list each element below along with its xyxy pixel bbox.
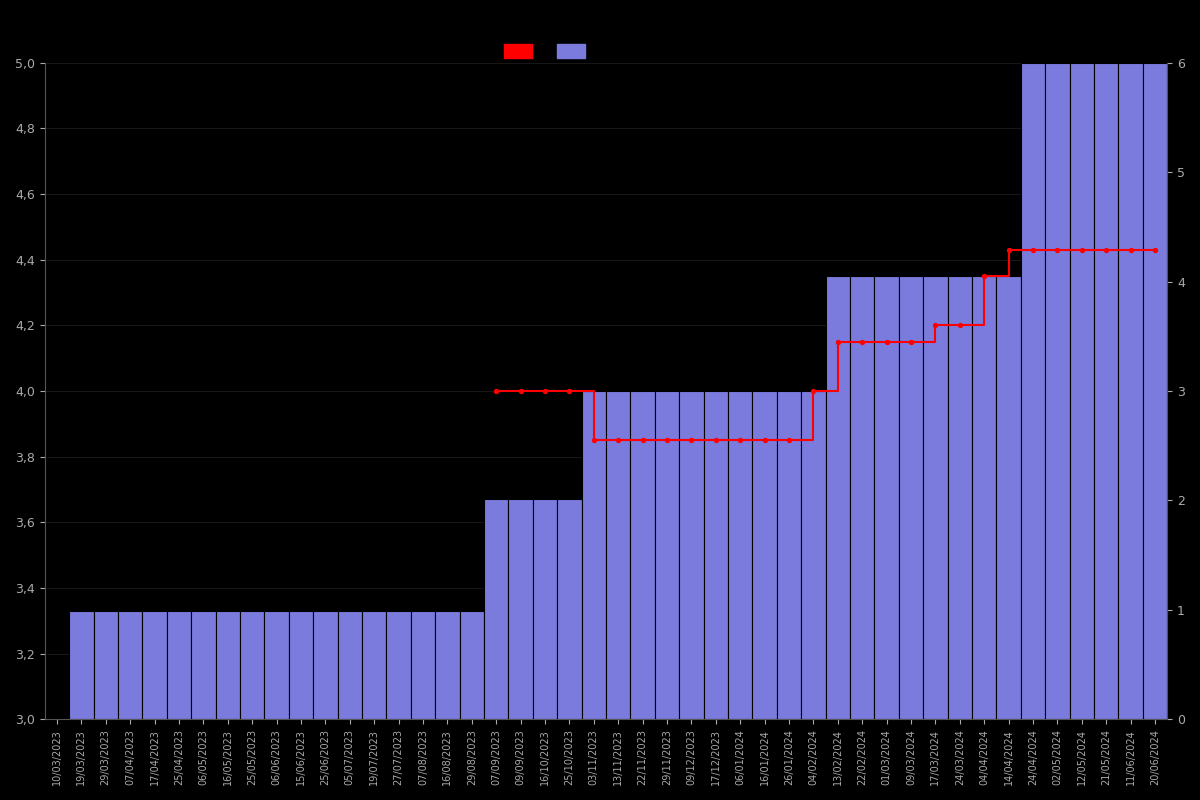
Bar xyxy=(630,391,655,719)
Bar xyxy=(509,499,533,719)
Bar xyxy=(923,276,948,719)
Bar xyxy=(826,276,850,719)
Point xyxy=(535,385,554,398)
Point xyxy=(1121,243,1140,256)
Point xyxy=(658,434,677,446)
Bar xyxy=(386,611,410,719)
Bar xyxy=(143,611,167,719)
Point xyxy=(804,385,823,398)
Bar xyxy=(1021,63,1045,719)
Point xyxy=(1146,243,1165,256)
Point xyxy=(584,434,604,446)
Bar xyxy=(436,611,460,719)
Bar xyxy=(972,276,996,719)
Point xyxy=(608,434,628,446)
Bar xyxy=(533,499,557,719)
Point xyxy=(780,434,799,446)
Point xyxy=(828,335,847,348)
Bar xyxy=(337,611,362,719)
Point xyxy=(1024,243,1043,256)
Bar xyxy=(362,611,386,719)
Bar xyxy=(606,391,630,719)
Bar xyxy=(557,499,582,719)
Bar xyxy=(802,391,826,719)
Bar xyxy=(752,391,776,719)
Bar xyxy=(703,391,728,719)
Bar xyxy=(460,611,484,719)
Bar xyxy=(875,276,899,719)
Legend: , : , xyxy=(497,37,602,66)
Bar xyxy=(1142,63,1168,719)
Point xyxy=(950,319,970,332)
Bar xyxy=(850,276,875,719)
Point xyxy=(1097,243,1116,256)
Bar xyxy=(996,276,1021,719)
Bar xyxy=(191,611,216,719)
Bar xyxy=(240,611,264,719)
Bar xyxy=(264,611,289,719)
Point xyxy=(1073,243,1092,256)
Point xyxy=(486,385,505,398)
Bar xyxy=(1094,63,1118,719)
Bar xyxy=(94,611,118,719)
Bar xyxy=(948,276,972,719)
Bar xyxy=(1069,63,1094,719)
Bar xyxy=(1045,63,1069,719)
Point xyxy=(974,270,994,282)
Point xyxy=(682,434,701,446)
Point xyxy=(511,385,530,398)
Bar xyxy=(289,611,313,719)
Point xyxy=(707,434,726,446)
Bar xyxy=(679,391,703,719)
Point xyxy=(853,335,872,348)
Bar xyxy=(216,611,240,719)
Point xyxy=(926,319,946,332)
Bar xyxy=(118,611,143,719)
Point xyxy=(559,385,578,398)
Point xyxy=(1048,243,1067,256)
Bar xyxy=(1118,63,1142,719)
Point xyxy=(1000,243,1019,256)
Point xyxy=(755,434,774,446)
Bar xyxy=(313,611,337,719)
Bar xyxy=(484,499,509,719)
Point xyxy=(901,335,920,348)
Bar xyxy=(776,391,802,719)
Bar xyxy=(70,611,94,719)
Point xyxy=(877,335,896,348)
Bar xyxy=(582,391,606,719)
Bar xyxy=(410,611,436,719)
Point xyxy=(634,434,653,446)
Bar xyxy=(655,391,679,719)
Bar xyxy=(167,611,191,719)
Bar xyxy=(899,276,923,719)
Point xyxy=(731,434,750,446)
Bar xyxy=(728,391,752,719)
